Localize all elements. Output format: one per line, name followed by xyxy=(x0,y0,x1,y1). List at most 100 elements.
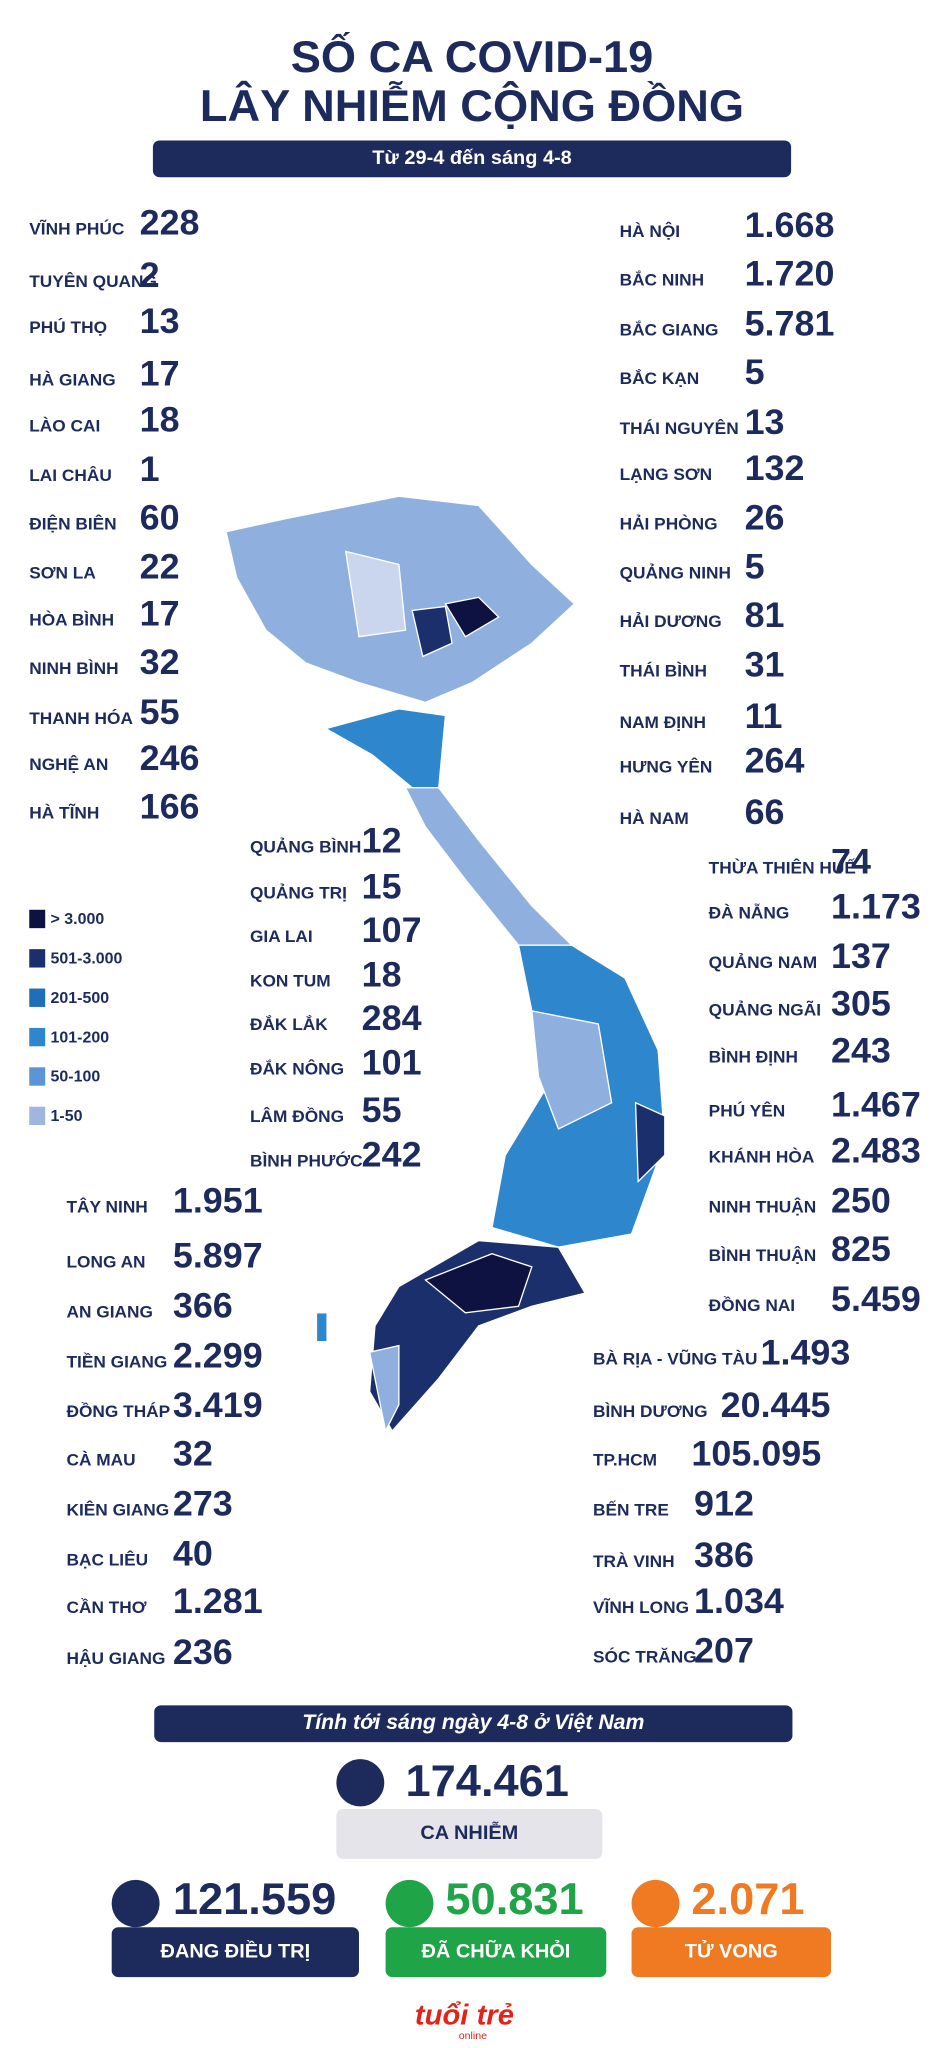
province-value: 13 xyxy=(139,301,180,341)
deaths-label: TỬ VONG xyxy=(631,1927,831,1978)
province-value: 22 xyxy=(139,546,180,587)
province-value: 912 xyxy=(694,1484,754,1524)
province-name: PHÚ YÊN xyxy=(708,1100,786,1121)
province-value: 1.720 xyxy=(744,254,835,294)
province-value: 5.781 xyxy=(744,303,835,344)
legend-label: 501-3.000 xyxy=(50,949,123,968)
legend-label: 201-500 xyxy=(50,988,110,1007)
province-value: 305 xyxy=(831,983,891,1024)
province-name: NINH THUẬN xyxy=(708,1196,817,1217)
province-name: LONG AN xyxy=(66,1251,146,1272)
map-coast xyxy=(634,1101,666,1184)
province-name: HÀ GIANG xyxy=(29,369,116,390)
province-name: BẮC GIANG xyxy=(619,319,719,340)
province-value: 1.668 xyxy=(744,205,835,245)
province-name: CẦN THƠ xyxy=(66,1597,147,1617)
map-central xyxy=(404,787,573,973)
province-name: THÁI NGUYÊN xyxy=(619,418,739,438)
province-value: 246 xyxy=(139,738,200,778)
province-value: 386 xyxy=(694,1535,754,1575)
province-value: 242 xyxy=(361,1134,422,1175)
province-name: TP.HCM xyxy=(593,1449,658,1470)
province-value: 1.281 xyxy=(172,1581,263,1621)
province-value: 2.483 xyxy=(831,1130,921,1171)
province-name: THANH HÓA xyxy=(29,708,133,728)
province-value: 366 xyxy=(172,1285,233,1326)
province-value: 55 xyxy=(139,692,180,732)
province-value: 825 xyxy=(831,1229,891,1269)
province-name: LẠNG SƠN xyxy=(619,464,713,484)
province-name: LÂM ĐỒNG xyxy=(249,1106,345,1126)
province-value: 15 xyxy=(361,867,402,907)
province-name: QUẢNG BÌNH xyxy=(249,836,362,857)
province-name: BÌNH PHƯỚC xyxy=(249,1150,363,1171)
province-name: KIÊN GIANG xyxy=(66,1499,170,1520)
province-name: BÌNH THUẬN xyxy=(708,1245,817,1265)
map-central-north xyxy=(324,708,447,789)
province-name: TÂY NINH xyxy=(66,1196,148,1217)
province-name: NINH BÌNH xyxy=(29,658,119,679)
province-name: QUẢNG NAM xyxy=(708,952,818,973)
legend-label: > 3.000 xyxy=(50,909,105,929)
province-name: BẮC NINH xyxy=(619,269,705,290)
treating-label: ĐANG ĐIỀU TRỊ xyxy=(111,1927,359,1978)
province-value: 74 xyxy=(831,842,871,882)
province-value: 5.897 xyxy=(172,1236,263,1276)
icon-bed xyxy=(631,1879,680,1928)
map-mekong-light xyxy=(368,1344,400,1433)
province-value: 18 xyxy=(139,399,180,440)
province-value: 2.299 xyxy=(172,1335,263,1376)
province-value: 105.095 xyxy=(691,1434,822,1474)
province-name: BẠC LIÊU xyxy=(66,1549,149,1570)
province-name: TUYÊN QUANG xyxy=(29,271,157,291)
province-name: HÒA BÌNH xyxy=(29,609,115,630)
legend-swatch xyxy=(29,1027,46,1047)
recovered-label: ĐÃ CHỮA KHỎI xyxy=(385,1927,607,1978)
treating-value: 121.559 xyxy=(172,1874,337,1925)
province-name: ĐÀ NẴNG xyxy=(708,902,790,923)
province-value: 17 xyxy=(139,594,180,634)
legend-swatch xyxy=(29,988,46,1007)
summary-banner: Tính tới sáng ngày 4-8 ở Việt Nam xyxy=(154,1705,793,1743)
province-name: ĐẮK NÔNG xyxy=(249,1058,345,1079)
legend-swatch xyxy=(29,1067,46,1086)
recovered-value: 50.831 xyxy=(445,1874,584,1925)
cases-label: CA NHIỄM xyxy=(336,1809,603,1859)
province-name: QUẢNG NINH xyxy=(619,562,731,583)
province-value: 32 xyxy=(139,642,180,682)
province-value: 66 xyxy=(744,792,785,832)
province-name: KHÁNH HÒA xyxy=(708,1146,815,1167)
province-name: SƠN LA xyxy=(29,562,96,583)
province-value: 17 xyxy=(139,353,180,394)
province-name: NAM ĐỊNH xyxy=(619,712,707,732)
map-island xyxy=(315,1312,328,1343)
province-value: 284 xyxy=(361,998,422,1038)
province-name: TRÀ VINH xyxy=(593,1551,675,1571)
province-value: 5 xyxy=(744,546,765,587)
map-north-light xyxy=(344,550,407,638)
province-name: HÀ NAM xyxy=(619,808,689,828)
legend-swatch xyxy=(29,909,46,929)
province-name: PHÚ THỌ xyxy=(29,317,108,337)
map-south xyxy=(368,1239,587,1433)
province-value: 236 xyxy=(172,1632,233,1672)
province-value: 1.467 xyxy=(831,1085,921,1125)
province-name: BÌNH DƯƠNG xyxy=(593,1401,708,1422)
province-value: 11 xyxy=(744,696,783,736)
province-name: BÌNH ĐỊNH xyxy=(708,1046,798,1067)
province-name: HÀ NỘI xyxy=(619,221,681,241)
icon-person xyxy=(336,1759,385,1807)
province-value: 81 xyxy=(744,595,785,635)
province-name: HẢI PHÒNG xyxy=(619,513,718,534)
province-value: 26 xyxy=(744,498,785,538)
province-value: 18 xyxy=(361,955,402,995)
province-value: 1.034 xyxy=(694,1581,784,1621)
province-name: LÀO CAI xyxy=(29,415,101,436)
province-name: VĨNH LONG xyxy=(593,1597,690,1617)
legend-swatch xyxy=(29,949,46,968)
province-name: HẢI DƯƠNG xyxy=(619,611,722,631)
province-value: 228 xyxy=(139,202,200,243)
